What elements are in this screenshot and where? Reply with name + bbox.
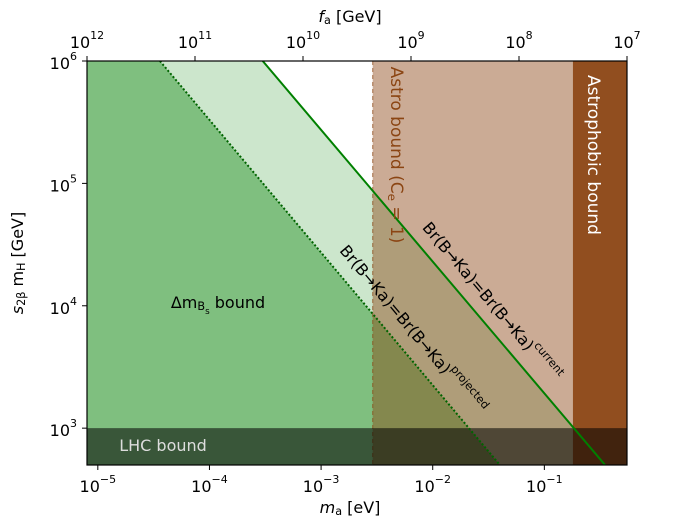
tick-exponent: 5 <box>70 172 77 185</box>
x-axis-label: ma [eV] <box>320 498 381 519</box>
tick-base: 10 <box>286 33 306 52</box>
tick-exponent: −1 <box>546 473 562 486</box>
text-part: a <box>324 14 331 27</box>
text-part: s <box>205 307 210 317</box>
tick-label: 10−2 <box>414 473 451 496</box>
tick-exponent: −5 <box>100 473 116 486</box>
text-part: Astrophobic bound <box>583 75 603 235</box>
tick-label: 107 <box>613 29 640 52</box>
text-part: = 1) <box>386 201 406 244</box>
text-part: Astro bound (C <box>386 67 406 194</box>
text-part: [eV] <box>342 498 380 517</box>
region <box>87 428 627 465</box>
tick-exponent: 11 <box>198 29 212 42</box>
tick-base: 10 <box>50 298 70 317</box>
tick-exponent: −3 <box>323 473 339 486</box>
plot-frame <box>86 60 628 466</box>
tick-exponent: 8 <box>526 29 533 42</box>
region <box>159 61 606 465</box>
tick-base: 10 <box>414 477 434 496</box>
tick-label: 103 <box>50 417 77 440</box>
tick-label: 106 <box>50 50 77 73</box>
text-part: 2β <box>15 292 28 306</box>
tick-exponent: 7 <box>634 29 641 42</box>
tick-exponent: 6 <box>70 50 77 63</box>
tick-label: 104 <box>50 295 77 318</box>
tick-base: 10 <box>80 477 100 496</box>
tick-label: 1010 <box>286 29 320 52</box>
text-part: LHC bound <box>119 436 207 455</box>
text-part: f <box>318 7 326 26</box>
tick-base: 10 <box>526 477 546 496</box>
tick-label: 10−4 <box>191 473 228 496</box>
plot-area <box>87 61 627 465</box>
text-part: e <box>386 194 400 201</box>
tick-base: 10 <box>397 33 417 52</box>
region-label: Astrophobic bound <box>583 75 603 235</box>
tick-base: 10 <box>178 33 198 52</box>
text-part: s <box>8 306 27 314</box>
tick-label: 1012 <box>70 29 104 52</box>
region-label: ΔmBs bound <box>171 293 265 317</box>
tick-label: 105 <box>50 172 77 195</box>
tick-base: 10 <box>191 477 211 496</box>
region <box>572 61 627 465</box>
tick-base: 10 <box>505 33 525 52</box>
region-label: LHC bound <box>119 436 207 455</box>
tick-label: 1011 <box>178 29 212 52</box>
text-part: [GeV] <box>331 7 382 26</box>
tick-base: 10 <box>50 176 70 195</box>
tick-label: 10−1 <box>526 473 563 496</box>
tick-label: 108 <box>505 29 532 52</box>
tick-label: 109 <box>397 29 424 52</box>
text-part: m <box>8 271 27 292</box>
text-part: m <box>320 498 336 517</box>
tick-base: 10 <box>303 477 323 496</box>
tick-base: 10 <box>50 421 70 440</box>
boundary-line <box>159 61 501 465</box>
tick-exponent: 9 <box>418 29 425 42</box>
x2-axis-label: fa [GeV] <box>318 7 381 28</box>
text-part: a <box>335 505 342 518</box>
text-part: [GeV] <box>8 212 27 263</box>
text-part: H <box>15 263 28 271</box>
tick-base: 10 <box>50 54 70 73</box>
region-label: Astro bound (Ce = 1) <box>386 67 407 244</box>
text-part: Δm <box>171 293 198 312</box>
tick-base: 10 <box>70 33 90 52</box>
text-part: bound <box>210 293 265 312</box>
tick-exponent: 12 <box>90 29 104 42</box>
boundary-line <box>261 61 606 465</box>
tick-base: 10 <box>613 33 633 52</box>
tick-exponent: −2 <box>435 473 451 486</box>
tick-exponent: 3 <box>70 417 77 430</box>
tick-exponent: −4 <box>212 473 228 486</box>
tick-exponent: 4 <box>70 295 77 308</box>
tick-label: 10−3 <box>303 473 340 496</box>
y-axis-label: s2β mH [GeV] <box>8 212 29 314</box>
region <box>87 61 500 465</box>
tick-exponent: 10 <box>306 29 320 42</box>
region <box>372 61 573 465</box>
tick-label: 10−5 <box>80 473 117 496</box>
text-part: B <box>197 300 205 313</box>
